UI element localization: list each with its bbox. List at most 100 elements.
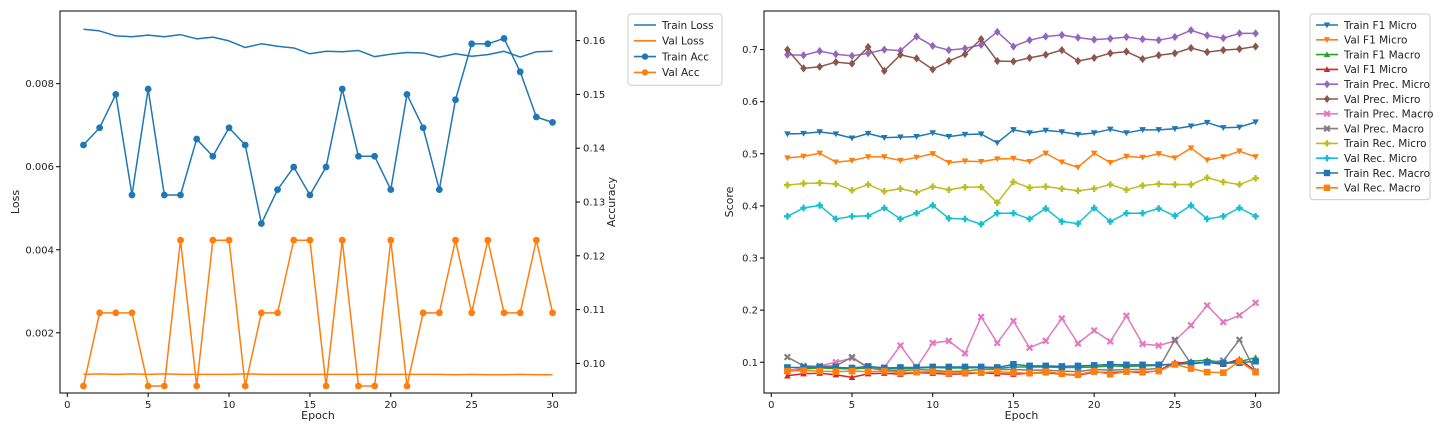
- data-point: [800, 153, 807, 160]
- data-point: [993, 209, 1001, 217]
- data-point: [1203, 119, 1211, 126]
- data-point: [1203, 301, 1211, 310]
- data-point: [832, 57, 840, 67]
- data-point: [1026, 130, 1033, 137]
- data-point: [848, 157, 856, 164]
- y-tick-label: 0.1: [742, 358, 758, 369]
- legend-label: Val Acc: [662, 67, 700, 79]
- data-point: [1236, 29, 1243, 38]
- data-point: [993, 56, 1001, 66]
- data-point: [864, 181, 872, 188]
- data-point: [468, 40, 476, 48]
- x-tick-label: 5: [145, 400, 151, 411]
- data-point: [1122, 312, 1131, 320]
- data-point: [371, 152, 379, 160]
- data-point: [784, 50, 791, 59]
- data-point: [784, 131, 791, 138]
- series-train-f1-micro: [784, 119, 1259, 147]
- data-point: [1090, 150, 1098, 157]
- y2-tick-label: 0.15: [583, 90, 605, 101]
- series-line: [786, 38, 1256, 72]
- legend-item-val-f1-micro: Val F1 Micro: [1316, 64, 1407, 76]
- data-point: [290, 236, 298, 244]
- data-point: [1139, 127, 1146, 134]
- data-point: [1252, 42, 1259, 51]
- data-point: [1106, 337, 1114, 345]
- x-tick-label: 0: [768, 400, 774, 411]
- data-point: [1042, 205, 1050, 212]
- data-point: [945, 160, 953, 166]
- data-point: [1252, 29, 1259, 38]
- data-point: [1187, 359, 1195, 367]
- data-point: [1074, 131, 1082, 138]
- data-point: [1026, 215, 1033, 223]
- legend-item-val-f1-micro: Val F1 Micro: [1316, 35, 1407, 47]
- data-point: [929, 339, 937, 347]
- data-point: [945, 337, 953, 345]
- data-point: [1090, 326, 1098, 335]
- data-point: [1236, 357, 1243, 365]
- data-point: [419, 309, 427, 317]
- data-point: [913, 154, 920, 161]
- data-point: [112, 90, 120, 98]
- data-point: [1187, 43, 1195, 53]
- data-point: [1042, 127, 1050, 134]
- data-point: [80, 141, 87, 149]
- data-point: [800, 130, 807, 137]
- data-point: [832, 364, 840, 371]
- data-point: [800, 204, 807, 212]
- data-point: [897, 185, 904, 193]
- data-point: [1139, 182, 1146, 189]
- data-point: [257, 220, 265, 227]
- data-point: [403, 90, 411, 98]
- data-point: [209, 152, 217, 160]
- data-point: [96, 124, 104, 132]
- data-point: [929, 368, 937, 375]
- data-point: [1139, 35, 1146, 44]
- data-point: [257, 309, 265, 317]
- data-point: [241, 382, 249, 390]
- x-tick-label: 15: [304, 400, 317, 411]
- data-point: [1058, 370, 1066, 378]
- data-point: [1155, 341, 1163, 350]
- legend-item-train-f1-micro: Train F1 Micro: [1316, 20, 1417, 32]
- data-point: [880, 188, 888, 195]
- plot-area: [60, 11, 576, 393]
- data-point: [1219, 318, 1227, 326]
- data-point: [913, 189, 920, 196]
- data-point: [993, 368, 1001, 375]
- legend-label: Train Rec. Micro: [1343, 138, 1427, 150]
- data-point: [848, 213, 856, 220]
- data-point: [993, 156, 1001, 163]
- legend-marker: [1323, 95, 1331, 103]
- legend-item-train-prec-micro: Train Prec. Micro: [1316, 79, 1430, 91]
- data-point: [338, 236, 346, 244]
- data-point: [913, 133, 920, 140]
- data-point: [1106, 49, 1114, 58]
- data-point: [1187, 123, 1195, 130]
- legend-marker: [1323, 22, 1331, 29]
- data-point: [1171, 181, 1179, 188]
- loss-accuracy-chart: 0 5 10 15 20 25 30 0.002 0.004 0.006 0.008 0.10 0.11…: [9, 10, 723, 422]
- plot-frame: [763, 10, 1280, 394]
- data-point: [1171, 336, 1179, 344]
- data-point: [816, 179, 823, 187]
- data-point: [1139, 368, 1146, 375]
- data-point: [160, 191, 168, 199]
- data-point: [1236, 148, 1243, 155]
- data-point: [784, 372, 791, 379]
- data-point: [274, 309, 281, 317]
- data-point: [993, 140, 1001, 147]
- data-point: [1220, 359, 1227, 367]
- data-point: [848, 353, 856, 361]
- data-point: [1010, 361, 1017, 368]
- data-point: [435, 186, 443, 194]
- data-point: [1123, 368, 1130, 375]
- data-point: [880, 66, 888, 76]
- data-point: [977, 369, 985, 376]
- data-point: [1009, 317, 1018, 325]
- data-point: [848, 367, 856, 375]
- series-train-prec-micro: [784, 26, 1259, 60]
- data-point: [993, 339, 1001, 347]
- data-point: [1058, 129, 1066, 136]
